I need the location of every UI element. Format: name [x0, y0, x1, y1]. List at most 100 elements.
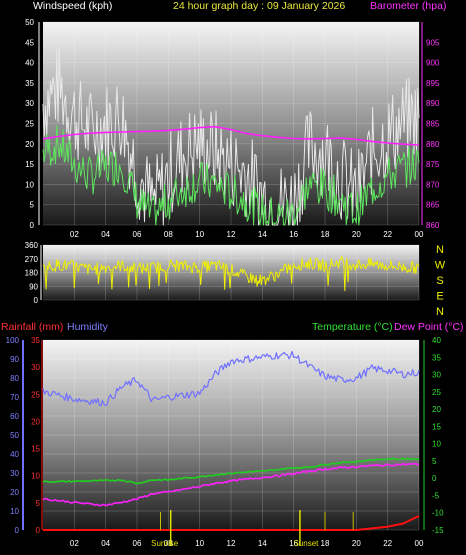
- temp-tick-label: 35: [432, 353, 441, 362]
- wind-tick-label: 30: [25, 99, 34, 108]
- time-tick-label: 10: [195, 230, 204, 239]
- humidity-tick-label: 70: [10, 393, 19, 402]
- wind-tick-label: 40: [25, 59, 34, 68]
- time-tick-label: 12: [227, 539, 236, 548]
- wind-tick-label: 5: [30, 201, 35, 210]
- baro-tick-label: 865: [426, 201, 440, 210]
- compass-label: N: [436, 306, 444, 318]
- humidity-tick-label: 0: [15, 526, 20, 535]
- wind-tick-label: 15: [25, 160, 34, 169]
- sunrise-label: Sunrise: [151, 539, 179, 548]
- time-tick-label: 16: [289, 230, 298, 239]
- baro-tick-label: 895: [426, 79, 440, 88]
- rain-tick-label: 20: [31, 417, 40, 426]
- time-tick-label: 08: [164, 230, 173, 239]
- wind-tick-label: 25: [25, 120, 34, 129]
- time-tick-label: 12: [227, 230, 236, 239]
- wind-average-line: [42, 125, 420, 226]
- axes: 02 02 04 04 06 06 08 08 10 10 12 12 14 14 16 16 18 18 20 20…: [6, 18, 446, 548]
- time-tick-label: 00: [415, 230, 424, 239]
- humidity-tick-label: 40: [10, 450, 19, 459]
- baro-tick-label: 890: [426, 99, 440, 108]
- time-tick-label: 22: [383, 230, 392, 239]
- humidity-tick-label: 100: [6, 336, 20, 345]
- compass-label: N: [436, 244, 444, 256]
- direction-tick-label: 0: [34, 296, 39, 305]
- baro-tick-label: 885: [426, 120, 440, 129]
- rain-tick-label: 10: [31, 472, 40, 481]
- rain-tick-label: 0: [36, 526, 41, 535]
- temperature-title: Temperature (°C): [312, 321, 393, 333]
- time-tick-label: 06: [133, 539, 142, 548]
- wind-tick-label: 20: [25, 140, 34, 149]
- direction-tick-label: 90: [29, 282, 38, 291]
- sunset-label: Sunset: [293, 539, 319, 548]
- temp-plot-area: [43, 340, 419, 530]
- humidity-title: Humidity: [67, 321, 109, 333]
- baro-tick-label: 905: [426, 38, 440, 47]
- temp-tick-label: 5: [432, 457, 437, 466]
- baro-tick-label: 900: [426, 59, 440, 68]
- time-tick-label: 18: [321, 539, 330, 548]
- time-tick-label: 10: [195, 539, 204, 548]
- date-title: 24 hour graph day : 09 January 2026: [173, 0, 345, 12]
- dewpoint-title: Dew Point (°C): [394, 321, 464, 333]
- time-tick-label: 14: [258, 539, 267, 548]
- temp-tick-label: -10: [432, 509, 444, 518]
- time-tick-label: 08: [164, 539, 173, 548]
- baro-tick-label: 870: [426, 180, 440, 189]
- time-tick-label: 02: [70, 539, 79, 548]
- direction-tick-label: 180: [25, 269, 39, 278]
- rain-title: Rainfall (mm): [1, 321, 63, 333]
- humidity-tick-label: 10: [10, 507, 19, 516]
- barometer-line: [42, 125, 420, 146]
- time-tick-label: 20: [352, 539, 361, 548]
- time-tick-label: 14: [258, 230, 267, 239]
- baro-tick-label: 875: [426, 160, 440, 169]
- temp-tick-label: -5: [432, 491, 440, 500]
- humidity-tick-label: 90: [10, 355, 19, 364]
- compass-label: S: [436, 275, 443, 287]
- wind-tick-label: 45: [25, 38, 34, 47]
- temp-tick-label: 40: [432, 336, 441, 345]
- humidity-tick-label: 50: [10, 431, 19, 440]
- time-tick-label: 16: [289, 539, 298, 548]
- baro-tick-label: 880: [426, 140, 440, 149]
- dewpoint-line: [42, 462, 420, 507]
- wind-tick-label: 0: [30, 221, 35, 230]
- time-tick-label: 04: [101, 539, 110, 548]
- wind-plot-area: [43, 22, 419, 225]
- humidity-tick-label: 20: [10, 488, 19, 497]
- humidity-tick-label: 60: [10, 412, 19, 421]
- time-tick-label: 00: [415, 539, 424, 548]
- humidity-tick-label: 30: [10, 469, 19, 478]
- temp-tick-label: 30: [432, 371, 441, 380]
- wind-tick-label: 35: [25, 79, 34, 88]
- direction-tick-label: 270: [25, 255, 39, 264]
- wind-tick-label: 50: [25, 18, 34, 27]
- wind-title: Windspeed (kph): [33, 0, 112, 12]
- rainfall-line: [43, 514, 420, 531]
- wind-direction-line: [42, 255, 420, 292]
- time-tick-label: 04: [101, 230, 110, 239]
- baro-title: Barometer (hpa): [370, 0, 446, 12]
- direction-tick-label: 360: [25, 241, 39, 250]
- time-tick-label: 06: [133, 230, 142, 239]
- wind-tick-label: 10: [25, 180, 34, 189]
- rain-tick-label: 5: [36, 499, 41, 508]
- compass-label: W: [435, 260, 446, 272]
- humidity-tick-label: 80: [10, 374, 19, 383]
- humidity-line: [42, 350, 420, 407]
- time-tick-label: 22: [383, 539, 392, 548]
- temp-tick-label: 20: [432, 405, 441, 414]
- chart-marks: [42, 46, 420, 546]
- time-tick-label: 18: [321, 230, 330, 239]
- rain-tick-label: 15: [31, 445, 40, 454]
- temp-tick-label: -15: [432, 526, 444, 535]
- temp-tick-label: 10: [432, 440, 441, 449]
- temperature-line: [42, 457, 420, 485]
- compass-label: E: [436, 291, 443, 303]
- temp-tick-label: 25: [432, 388, 441, 397]
- baro-tick-label: 860: [426, 221, 440, 230]
